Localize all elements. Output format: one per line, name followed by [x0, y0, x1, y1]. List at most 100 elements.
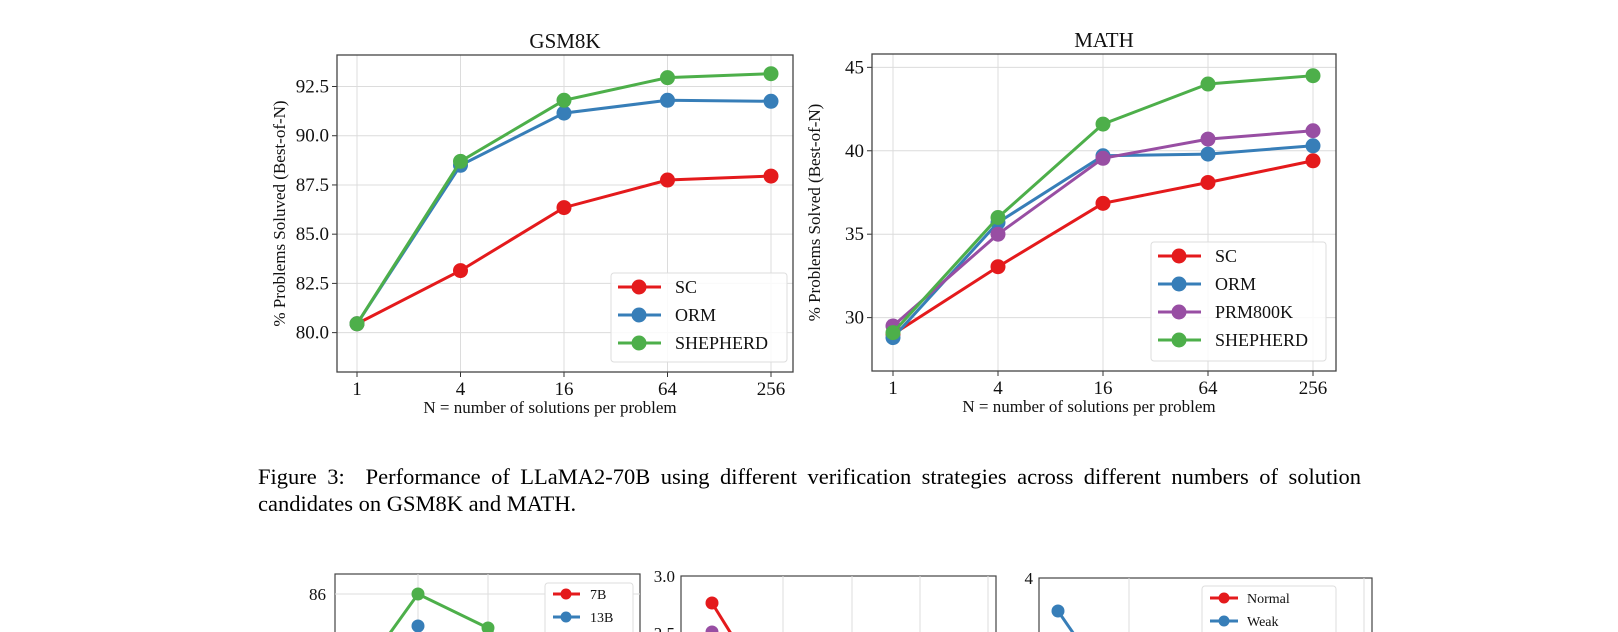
data-point [705, 625, 719, 632]
legend-label: SHEPHERD [1215, 330, 1308, 350]
legend-marker [1171, 276, 1187, 292]
legend-label: ORM [675, 305, 716, 325]
legend-marker [1171, 304, 1187, 320]
data-point-shepherd [1095, 116, 1111, 132]
legend-label: SC [675, 277, 697, 297]
legend [610, 272, 788, 363]
data-point-sc [556, 200, 572, 216]
data-point-orm [556, 105, 572, 121]
x-tick-label: 4 [993, 378, 1003, 399]
data-point-shepherd [1305, 68, 1321, 84]
x-tick-label: 16 [555, 379, 574, 400]
x-tick-label: 1 [352, 379, 362, 400]
data-point-shepherd [763, 66, 779, 82]
data-point-orm [1200, 146, 1216, 162]
y-tick-label: 82.5 [296, 273, 329, 294]
data-point-prm800k [1305, 123, 1321, 139]
data-point-prm800k [990, 226, 1006, 242]
next-figure-panel-3: 4 Normal Weak [1025, 569, 1373, 632]
data-point-sc [660, 172, 675, 188]
y-axis-label: % Problems Solved (Best-of-N) [805, 104, 824, 322]
legend-label: PRM800K [1215, 302, 1293, 322]
data-point-prm800k [1200, 131, 1216, 147]
y-tick-label: 45 [845, 57, 864, 78]
x-tick-label: 256 [757, 379, 786, 400]
data-point-shepherd [1200, 76, 1216, 92]
data-point-orm [763, 93, 779, 109]
data-point [411, 619, 425, 632]
y-tick-label: 35 [845, 224, 864, 245]
data-point-sc [990, 259, 1006, 275]
data-point-sc [763, 168, 779, 184]
legend [1150, 241, 1327, 362]
data-point-shepherd [453, 153, 468, 169]
x-tick-label: 64 [1199, 378, 1219, 399]
x-tick-label: 1 [888, 378, 898, 399]
data-point-sc [1200, 174, 1216, 190]
y-tick-label: 2.5 [654, 624, 675, 632]
x-axis-label: N = number of solutions per problem [423, 398, 676, 417]
data-point-shepherd [885, 325, 901, 341]
legend-label: ORM [1215, 274, 1256, 294]
x-tick-label: 4 [456, 379, 466, 400]
y-tick-label: 86 [309, 585, 326, 604]
legend-label: Weak [1247, 615, 1279, 630]
legend-marker [631, 335, 647, 351]
axes-frame [680, 575, 997, 632]
legend-label: 13B [590, 611, 613, 626]
x-tick-label: 16 [1094, 378, 1113, 399]
y-tick-label: 87.5 [296, 175, 329, 196]
legend-label: Normal [1247, 592, 1290, 607]
data-point-shepherd [556, 92, 572, 108]
chart-math: 1 4 16 64 256 30 35 40 45 MATH N = number of solut… [805, 28, 1337, 416]
y-tick-label: 90.0 [296, 126, 329, 147]
y-tick-label: 80.0 [296, 323, 329, 344]
data-point-orm [1305, 138, 1321, 154]
data-point-sc [1095, 195, 1111, 211]
legend-label: 7B [590, 588, 606, 603]
data-point [705, 596, 719, 610]
legend-marker [560, 611, 572, 623]
chart-title: MATH [1074, 28, 1134, 52]
y-tick-label: 4 [1025, 569, 1034, 588]
legend [544, 582, 634, 632]
data-point [411, 587, 425, 601]
x-tick-label: 64 [658, 379, 678, 400]
data-point-sc [453, 263, 468, 279]
axes-frame [1038, 577, 1373, 632]
next-figure-panel-1: 86 7B 13B [309, 573, 641, 632]
axes-frame [336, 54, 794, 373]
x-tick-label: 256 [1299, 378, 1328, 399]
y-tick-label: 40 [845, 141, 864, 162]
series-line-green [388, 592, 495, 632]
data-point-shepherd [660, 70, 675, 86]
y-tick-label: 3.0 [654, 567, 675, 586]
data-point-shepherd [349, 316, 365, 332]
legend-marker [1218, 615, 1230, 627]
series-line-red [710, 602, 732, 632]
legend-label: SC [1215, 246, 1237, 266]
chart-title: GSM8K [529, 29, 600, 53]
caption-label: Figure 3: [258, 464, 345, 489]
legend-marker [1218, 592, 1230, 604]
legend-marker [1171, 332, 1187, 348]
y-axis-label: % Problems Soluved (Best-of-N) [270, 100, 289, 326]
chart-gsm8k: 1 4 16 64 256 80.0 82.5 85.0 87.5 90.0 92.5 GSM8K N … [270, 29, 794, 417]
legend-marker [631, 279, 647, 295]
legend-marker [1171, 248, 1187, 264]
caption-text: Performance of LLaMA2-70B using differen… [258, 464, 1362, 516]
y-tick-label: 30 [845, 308, 864, 329]
next-figure-panel-2: 3.0 2.5 [654, 567, 997, 632]
data-point-prm800k [1095, 150, 1111, 166]
data-point-shepherd [990, 210, 1006, 226]
figure-caption: Figure 3: Performance of LLaMA2-70B usin… [258, 463, 1361, 517]
data-point [481, 621, 495, 632]
legend-marker [631, 307, 647, 323]
x-axis-label: N = number of solutions per problem [962, 397, 1215, 416]
data-point-orm [660, 92, 675, 108]
legend-label: SHEPHERD [675, 333, 768, 353]
axes-frame [871, 53, 1337, 372]
y-tick-label: 85.0 [296, 224, 329, 245]
